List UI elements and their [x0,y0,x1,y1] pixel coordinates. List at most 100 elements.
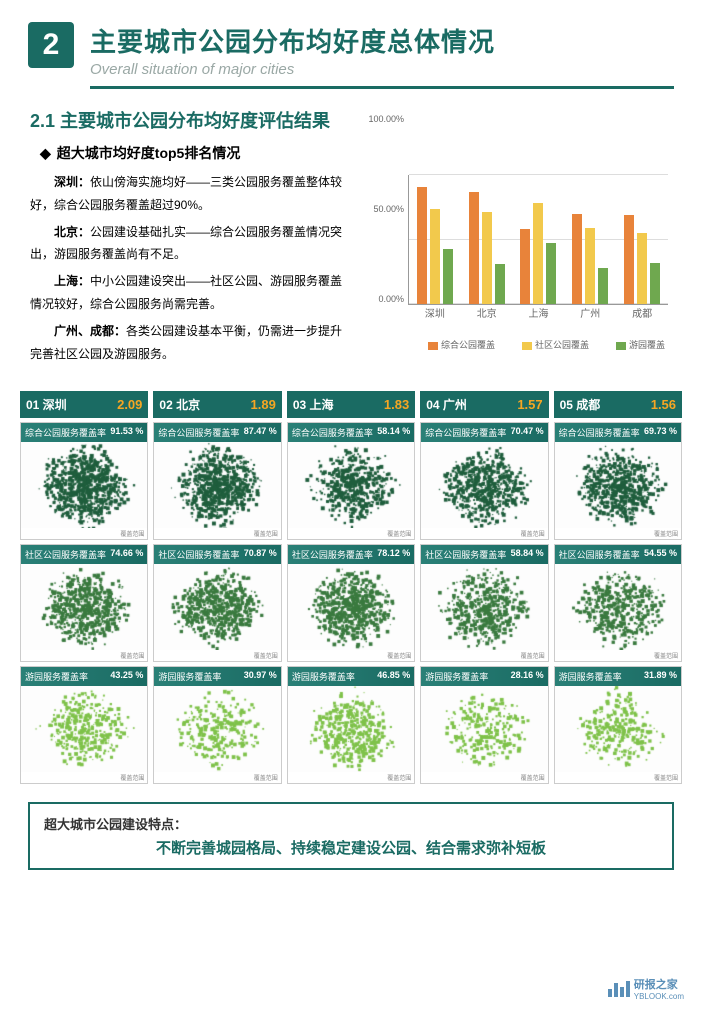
city-score: 1.83 [384,397,409,412]
metric-pct: 74.66 % [110,548,143,561]
map-metric-label: 综合公园服务覆盖率87.47 % [154,423,280,442]
top-row: 深圳：依山傍海实施均好——三类公园服务覆盖整体较好，综合公园服务覆盖超过90%。… [0,171,702,369]
city-rank-name: 04 广州 [426,396,467,413]
city-header: 05 成都1.56 [554,391,682,418]
map-caption: 覆盖范围 [421,528,547,539]
map-canvas [555,564,681,650]
legend-item: 游园覆盖 [603,338,665,351]
bar [417,187,427,304]
metric-pct: 78.12 % [377,548,410,561]
watermark: 研报之家 YBLOOK.com [608,976,684,1001]
bar [443,249,453,304]
bar [533,203,543,304]
metric-pct: 43.25 % [110,670,143,683]
city-rank-name: 01 深圳 [26,396,67,413]
metric-name: 社区公园服务覆盖率 [158,548,239,561]
footer-callout: 超大城市公园建设特点： 不断完善城园格局、持续稳定建设公园、结合需求弥补短板 [28,802,674,870]
map-metric-label: 社区公园服务覆盖率58.84 % [421,545,547,564]
map-canvas [555,442,681,528]
map-canvas [288,564,414,650]
metric-pct: 31.89 % [644,670,677,683]
metric-name: 游园服务覆盖率 [559,670,622,683]
metric-pct: 30.97 % [244,670,277,683]
legend-item: 综合公园覆盖 [415,338,495,351]
x-tick-label: 上海 [513,305,565,320]
map-cell: 综合公园服务覆盖率69.73 %覆盖范围 [554,422,682,540]
metric-name: 社区公园服务覆盖率 [425,548,506,561]
map-caption: 覆盖范围 [555,528,681,539]
map-metric-label: 社区公园服务覆盖率 54.55 % [555,545,681,564]
map-caption: 覆盖范围 [154,528,280,539]
city-map-grid: 01 深圳2.09综合公园服务覆盖率91.53 %覆盖范围社区公园服务覆盖率74… [20,391,682,784]
map-canvas [21,442,147,528]
bullet-heading: 超大城市均好度top5排名情况 [40,143,702,163]
map-cell: 综合公园服务覆盖率87.47 % 覆盖范围 [153,422,281,540]
bar [546,243,556,304]
map-caption: 覆盖范围 [288,528,414,539]
metric-pct: 54.55 % [644,548,677,561]
city-description: 上海：中小公园建设突出——社区公园、游园服务覆盖情况较好，综合公园服务尚需完善。 [30,270,344,316]
city-column: 04 广州1.57综合公园服务覆盖率70.47 %覆盖范围社区公园服务覆盖率58… [420,391,548,784]
metric-pct: 58.14 % [377,426,410,439]
map-cell: 游园服务覆盖率 31.89 % 覆盖范围 [554,666,682,784]
metric-name: 游园服务覆盖率 [25,670,88,683]
x-tick-label: 北京 [461,305,513,320]
map-cell: 游园服务覆盖率46.85 %覆盖范围 [287,666,415,784]
map-metric-label: 游园服务覆盖率 46.85 % [288,667,414,686]
bar [520,229,530,304]
map-caption: 覆盖范围 [21,772,147,783]
metric-name: 社区公园服务覆盖率 [559,548,640,561]
bar [572,214,582,304]
footer-body: 不断完善城园格局、持续稳定建设公园、结合需求弥补短板 [44,837,658,858]
map-caption: 覆盖范围 [154,772,280,783]
map-caption: 覆盖范围 [288,650,414,661]
map-cell: 综合公园服务覆盖率70.47 % 覆盖范围 [420,422,548,540]
bar [650,263,660,304]
city-header: 04 广州1.57 [420,391,548,418]
map-cell: 游园服务覆盖率30.97 % 覆盖范围 [153,666,281,784]
metric-name: 综合公园服务覆盖率 [158,426,239,439]
map-canvas [555,686,681,772]
metric-name: 社区公园服务覆盖率 [292,548,373,561]
section-number-box: 2 [28,22,74,68]
city-column: 01 深圳2.09综合公园服务覆盖率91.53 %覆盖范围社区公园服务覆盖率74… [20,391,148,784]
section-title: 2.1 主要城市公园分布均好度评估结果 [30,107,702,133]
city-column: 05 成都1.56 综合公园服务覆盖率69.73 %覆盖范围社区公园服务覆盖率 54… [554,391,682,784]
city-description: 广州、成都：各类公园建设基本平衡，仍需进一步提升完善社区公园及游园服务。 [30,320,344,366]
map-cell: 综合公园服务覆盖率 58.14 % 覆盖范围 [287,422,415,540]
map-caption: 覆盖范围 [421,650,547,661]
metric-name: 游园服务覆盖率 [292,670,355,683]
watermark-icon [608,981,630,997]
header-divider [90,86,674,89]
map-canvas [154,564,280,650]
metric-name: 综合公园服务覆盖率 [425,426,506,439]
map-metric-label: 综合公园服务覆盖率70.47 % [421,423,547,442]
bar [482,212,492,304]
map-cell: 游园服务覆盖率 43.25 % 覆盖范围 [20,666,148,784]
map-caption: 覆盖范围 [421,772,547,783]
city-description: 北京：公园建设基础扎实——综合公园服务覆盖情况突出，游园服务覆盖尚有不足。 [30,221,344,267]
x-tick-label: 广州 [564,305,616,320]
map-metric-label: 游园服务覆盖率30.97 % [154,667,280,686]
map-metric-label: 社区公园服务覆盖率 78.12 % [288,545,414,564]
metric-pct: 70.87 % [244,548,277,561]
map-metric-label: 游园服务覆盖率 31.89 % [555,667,681,686]
city-score: 1.89 [251,397,276,412]
watermark-bot: YBLOOK.com [634,992,684,1001]
map-caption: 覆盖范围 [555,772,681,783]
map-canvas [421,442,547,528]
metric-pct: 46.85 % [377,670,410,683]
map-cell: 社区公园服务覆盖率74.66 %覆盖范围 [20,544,148,662]
map-metric-label: 社区公园服务覆盖率 70.87 % [154,545,280,564]
map-canvas [421,686,547,772]
map-cell: 游园服务覆盖率28.16 %覆盖范围 [420,666,548,784]
x-tick-label: 深圳 [409,305,461,320]
city-rank-name: 02 北京 [159,396,200,413]
map-caption: 覆盖范围 [21,528,147,539]
bar [495,264,505,304]
legend-item: 社区公园覆盖 [509,338,589,351]
map-canvas [154,442,280,528]
map-cell: 社区公园服务覆盖率 78.12 % 覆盖范围 [287,544,415,662]
metric-name: 综合公园服务覆盖率 [292,426,373,439]
chart-legend: 综合公园覆盖 社区公园覆盖 游园覆盖 [408,338,672,351]
